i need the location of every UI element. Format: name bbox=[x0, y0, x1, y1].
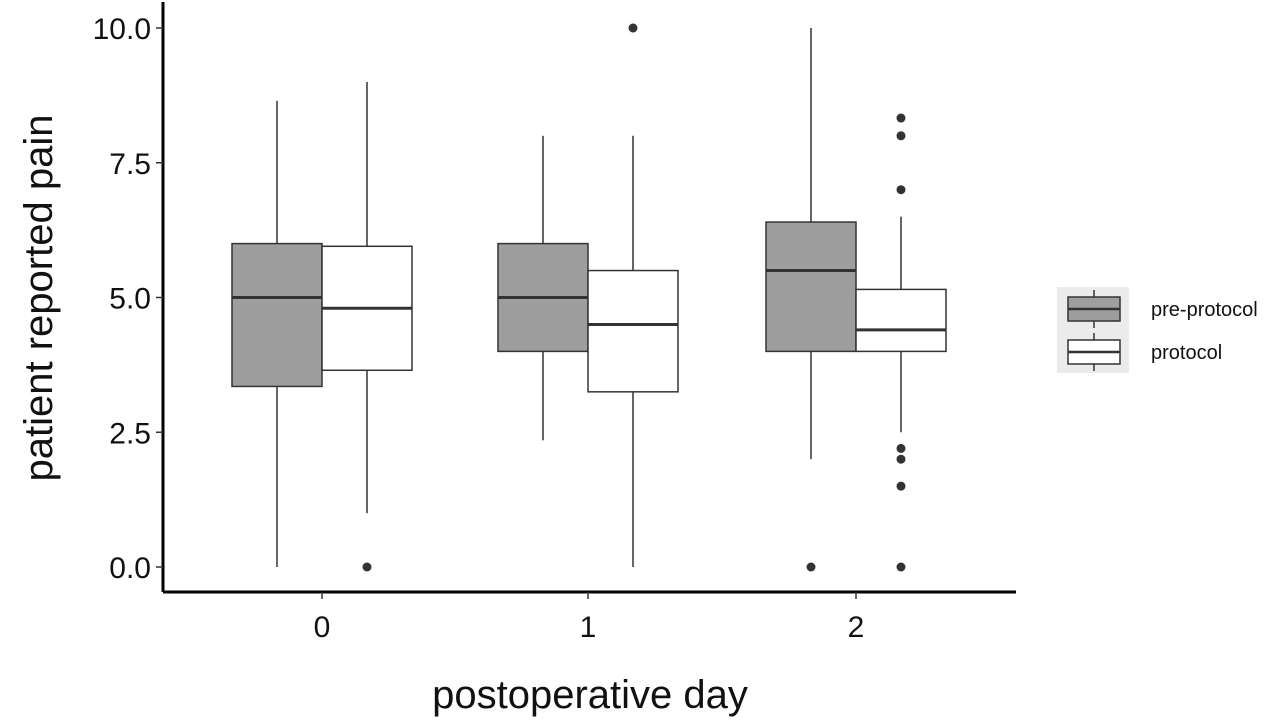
outlier-point bbox=[362, 562, 372, 572]
y-tick-label: 7.5 bbox=[109, 148, 151, 181]
y-tick-label: 10.0 bbox=[93, 13, 151, 46]
y-tick-label: 5.0 bbox=[109, 283, 151, 316]
legend-label: protocol bbox=[1151, 342, 1222, 364]
outlier-point bbox=[896, 185, 906, 195]
outlier-point bbox=[896, 131, 906, 141]
box-pre-protocol-day-1 bbox=[497, 135, 589, 441]
y-axis-title: patient reported pain bbox=[17, 115, 61, 482]
box-pre-protocol-day-2 bbox=[765, 28, 857, 572]
x-axis-title: postoperative day bbox=[432, 673, 748, 717]
legend-label: pre-protocol bbox=[1151, 299, 1258, 321]
box-pre-protocol-day-0 bbox=[231, 100, 323, 567]
legend-item-pre-protocol: pre-protocol bbox=[1067, 290, 1258, 328]
x-tick-label: 2 bbox=[848, 611, 865, 644]
y-tick-label: 2.5 bbox=[109, 417, 151, 450]
outlier-point bbox=[896, 454, 906, 464]
box-protocol-day-1 bbox=[587, 23, 679, 567]
x-tick-label: 1 bbox=[580, 611, 597, 644]
x-tick-label: 0 bbox=[314, 611, 331, 644]
y-tick-label: 0.0 bbox=[109, 552, 151, 585]
box-iqr bbox=[765, 221, 857, 353]
box-protocol-day-0 bbox=[321, 81, 413, 572]
outlier-point bbox=[896, 113, 906, 123]
box-iqr bbox=[587, 269, 679, 393]
outlier-point bbox=[628, 23, 638, 33]
box-iqr bbox=[855, 288, 947, 353]
legend-item-protocol: protocol bbox=[1067, 333, 1222, 371]
outlier-point bbox=[896, 481, 906, 491]
box-protocol-day-2 bbox=[855, 113, 947, 572]
outlier-point bbox=[896, 562, 906, 572]
outlier-point bbox=[896, 443, 906, 453]
outlier-point bbox=[806, 562, 816, 572]
box-iqr bbox=[231, 242, 323, 388]
